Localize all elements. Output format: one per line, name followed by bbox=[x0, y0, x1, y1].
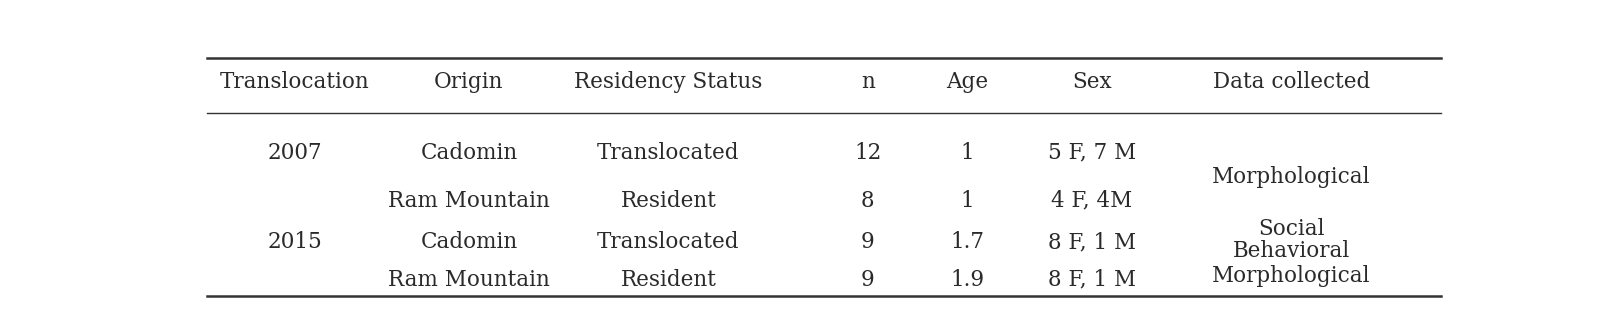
Text: Cadomin: Cadomin bbox=[419, 231, 517, 253]
Text: 1.9: 1.9 bbox=[950, 269, 983, 291]
Text: Morphological: Morphological bbox=[1212, 166, 1369, 188]
Text: 1: 1 bbox=[959, 190, 974, 212]
Text: Origin: Origin bbox=[434, 71, 503, 93]
Text: Data collected: Data collected bbox=[1212, 71, 1369, 93]
Text: Ram Mountain: Ram Mountain bbox=[387, 269, 550, 291]
Text: 2015: 2015 bbox=[267, 231, 321, 253]
Text: Sex: Sex bbox=[1072, 71, 1110, 93]
Text: 9: 9 bbox=[860, 269, 874, 291]
Text: 8: 8 bbox=[860, 190, 874, 212]
Text: 5 F, 7 M: 5 F, 7 M bbox=[1048, 142, 1136, 164]
Text: 1: 1 bbox=[959, 142, 974, 164]
Text: Residency Status: Residency Status bbox=[574, 71, 762, 93]
Text: Morphological: Morphological bbox=[1212, 265, 1369, 287]
Text: Translocation: Translocation bbox=[220, 71, 370, 93]
Text: Cadomin: Cadomin bbox=[419, 142, 517, 164]
Text: Translocated: Translocated bbox=[596, 142, 739, 164]
Text: Resident: Resident bbox=[620, 190, 715, 212]
Text: 4 F, 4M: 4 F, 4M bbox=[1051, 190, 1131, 212]
Text: Ram Mountain: Ram Mountain bbox=[387, 190, 550, 212]
Text: Translocated: Translocated bbox=[596, 231, 739, 253]
Text: Social: Social bbox=[1257, 218, 1324, 240]
Text: 8 F, 1 M: 8 F, 1 M bbox=[1048, 269, 1136, 291]
Text: Behavioral: Behavioral bbox=[1233, 240, 1350, 262]
Text: Age: Age bbox=[947, 71, 988, 93]
Text: 12: 12 bbox=[853, 142, 881, 164]
Text: 1.7: 1.7 bbox=[950, 231, 983, 253]
Text: 2007: 2007 bbox=[267, 142, 321, 164]
Text: Resident: Resident bbox=[620, 269, 715, 291]
Text: n: n bbox=[860, 71, 874, 93]
Text: 9: 9 bbox=[860, 231, 874, 253]
Text: 8 F, 1 M: 8 F, 1 M bbox=[1048, 231, 1136, 253]
